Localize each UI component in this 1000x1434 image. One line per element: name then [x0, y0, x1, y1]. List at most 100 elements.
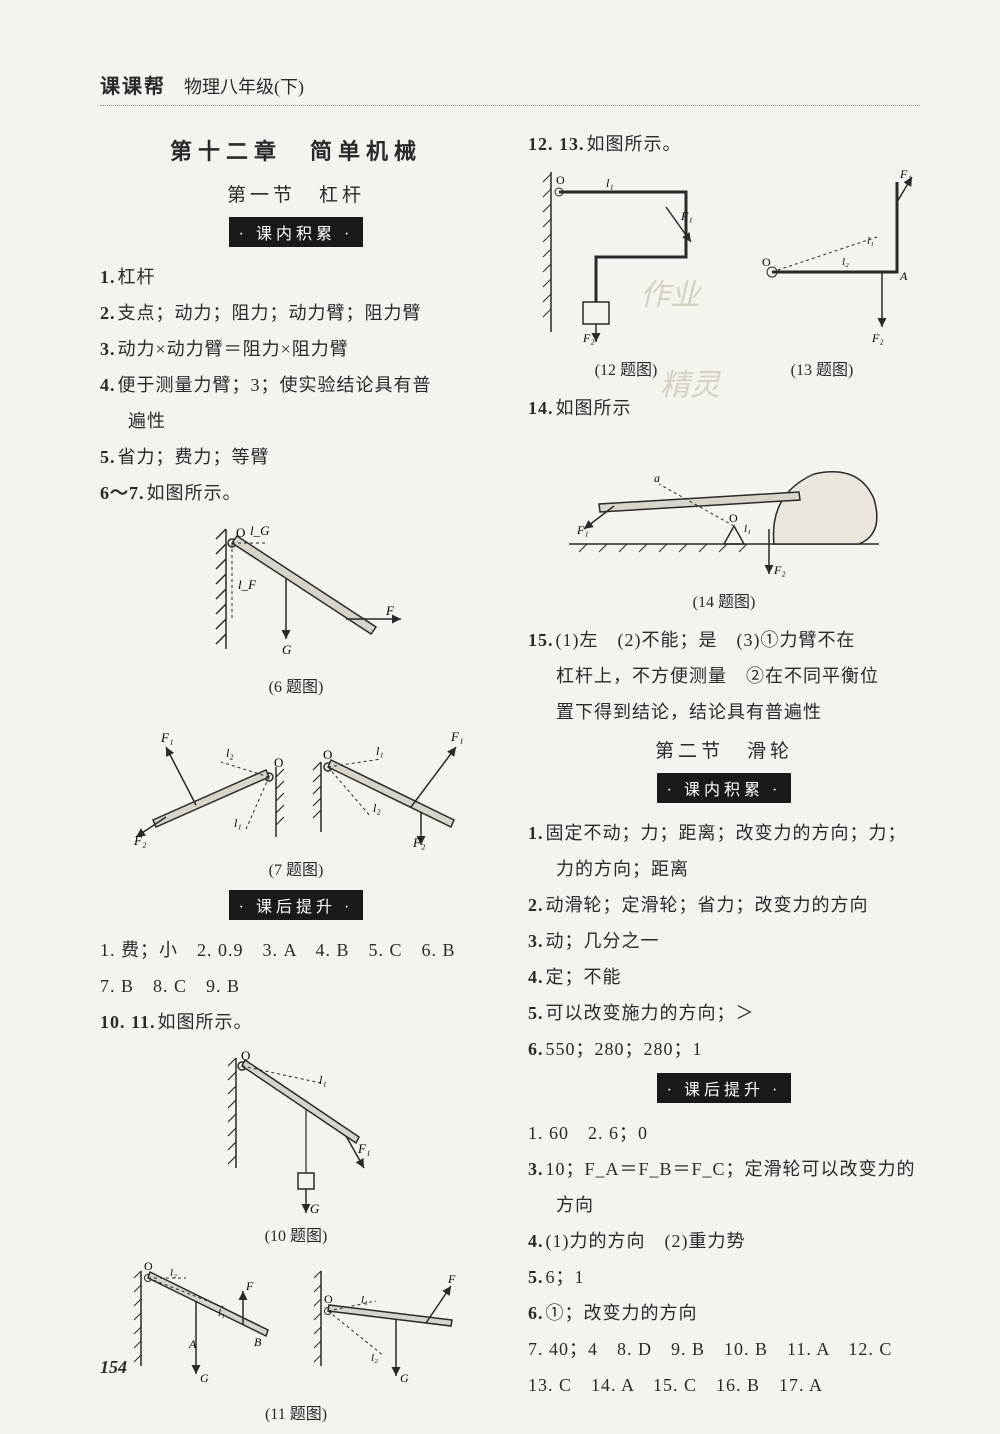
svg-text:O: O	[729, 511, 738, 525]
q6-7: 6～7.如图所示。	[100, 475, 492, 511]
svg-text:l₂: l₂	[170, 1267, 177, 1279]
a-line-8: 13. C 14. A 15. C 16. B 17. A	[528, 1367, 920, 1403]
svg-text:G: G	[400, 1371, 409, 1385]
svg-text:F₂: F₂	[582, 331, 595, 345]
svg-text:l₁: l₁	[867, 235, 874, 247]
answers-line-1: 1. 费；小 2. 0.9 3. A 4. B 5. C 6. B	[100, 932, 492, 968]
svg-text:F₁: F₁	[680, 209, 693, 223]
a4: 4.(1)力的方向 (2)重力势	[528, 1223, 920, 1259]
figure-13-svg: O F₁ F₂ l₂ l₁ A	[722, 162, 917, 352]
page-header: 课课帮 物理八年级(下)	[100, 70, 920, 106]
svg-text:O: O	[274, 755, 283, 770]
svg-text:l₁: l₁	[218, 1307, 225, 1319]
figure-6: O l_G l_F G F	[100, 519, 492, 669]
svg-text:l₂: l₂	[842, 256, 849, 268]
svg-text:G: G	[310, 1201, 320, 1216]
q5: 5.省力；费力；等臂	[100, 439, 492, 475]
a3: 3.10；F_A＝F_B＝F_C；定滑轮可以改变力的	[528, 1151, 920, 1187]
content-columns: 第十二章 简单机械 第一节 杠杆 · 课内积累 · 1.杠杆 2.支点；动力；阻…	[100, 126, 920, 1434]
fig11-caption: (11 题图)	[100, 1400, 492, 1424]
badge-in-class: · 课内积累 ·	[229, 217, 364, 247]
page-number: 154	[100, 1357, 127, 1378]
p2: 2.动滑轮；定滑轮；省力；改变力的方向	[528, 887, 920, 923]
figure-7: F₁ F₂ O l₂ l₁	[100, 707, 492, 852]
chapter-title: 第十二章 简单机械	[100, 134, 492, 166]
left-column: 第十二章 简单机械 第一节 杠杆 · 课内积累 · 1.杠杆 2.支点；动力；阻…	[100, 126, 492, 1434]
svg-text:F₁: F₁	[450, 729, 463, 744]
p6: 6.550；280；280；1	[528, 1031, 920, 1067]
svg-text:l₂: l₂	[226, 746, 234, 760]
svg-text:G: G	[282, 642, 292, 657]
badge-in-class-2: · 课内积累 ·	[657, 773, 792, 803]
a6: 6.①；改变力的方向	[528, 1295, 920, 1331]
svg-text:F₁: F₁	[357, 1141, 370, 1156]
svg-text:l₁: l₁	[234, 816, 242, 830]
svg-text:B: B	[254, 1335, 262, 1349]
svg-text:O: O	[144, 1259, 153, 1273]
svg-text:A: A	[899, 269, 908, 283]
q1: 1.杠杆	[100, 259, 492, 295]
svg-text:l₂: l₂	[371, 1352, 378, 1364]
svg-text:l₁: l₁	[606, 176, 614, 190]
q2: 2.支点；动力；阻力；动力臂；阻力臂	[100, 295, 492, 331]
svg-text:F: F	[447, 1272, 456, 1286]
svg-text:F₁: F₁	[899, 167, 912, 181]
grade-text: 物理八年级(下)	[184, 73, 304, 99]
q14: 14.如图所示	[528, 390, 920, 426]
q15-c: 置下得到结论，结论具有普遍性	[528, 694, 920, 730]
svg-text:O: O	[236, 525, 245, 540]
svg-text:l₁: l₁	[376, 744, 384, 758]
brand-text: 课课帮	[100, 70, 166, 99]
q3: 3.动力×动力臂＝阻力×阻力臂	[100, 331, 492, 367]
p3: 3.动；几分之一	[528, 923, 920, 959]
fig14-caption: (14 题图)	[528, 588, 920, 612]
svg-text:a: a	[654, 471, 660, 485]
fig13-caption: (13 题图)	[734, 356, 910, 380]
svg-text:F₂: F₂	[871, 331, 884, 345]
svg-text:F₂: F₂	[412, 835, 426, 850]
fig12-caption: (12 题图)	[538, 356, 714, 380]
badge-after-class-2: · 课后提升 ·	[657, 1073, 792, 1103]
p1b: 力的方向；距离	[528, 851, 920, 887]
p4: 4.定；不能	[528, 959, 920, 995]
q15-b: 杠杆上，不方便测量 ②在不同平衡位	[528, 658, 920, 694]
figure-14: F₁ F₂ O l₁ a	[528, 434, 920, 584]
svg-text:l_F: l_F	[238, 577, 257, 592]
svg-text:A: A	[188, 1337, 197, 1351]
svg-text:F: F	[385, 603, 395, 618]
a3b: 方向	[528, 1187, 920, 1223]
svg-text:G: G	[200, 1371, 209, 1385]
q15-a: 15.(1)左 (2)不能；是 (3)①力臂不在	[528, 622, 920, 658]
fig10-caption: (10 题图)	[100, 1222, 492, 1246]
svg-text:l₁: l₁	[319, 1073, 327, 1087]
q10-11: 10. 11.如图所示。	[100, 1004, 492, 1040]
p5: 5.可以改变施力的方向；＞	[528, 995, 920, 1031]
q4-cont: 遍性	[100, 403, 492, 439]
q4: 4.便于测量力臂；3；使实验结论具有普	[100, 367, 492, 403]
svg-text:F₁: F₁	[160, 730, 173, 745]
a-line-7: 7. 40；4 8. D 9. B 10. B 11. A 12. C	[528, 1331, 920, 1367]
answers-line-2: 7. B 8. C 9. B	[100, 968, 492, 1004]
figure-12-svg: O l₁ F₁ F₂	[531, 162, 716, 352]
svg-text:O: O	[241, 1048, 250, 1063]
svg-text:F₂: F₂	[133, 833, 147, 848]
figure-11: O l₂ l₁ F A B G	[100, 1256, 492, 1396]
fig12-13-captions: (12 题图) (13 题图)	[528, 352, 920, 390]
fig7-caption: (7 题图)	[100, 856, 492, 880]
svg-text:l_G: l_G	[250, 523, 270, 538]
a5: 5.6；1	[528, 1259, 920, 1295]
q12-13: 12. 13.如图所示。	[528, 126, 920, 162]
svg-text:l₂: l₂	[373, 801, 381, 815]
svg-text:F₂: F₂	[773, 563, 786, 577]
badge-after-class: · 课后提升 ·	[229, 890, 364, 920]
svg-text:l₁: l₁	[361, 1294, 368, 1306]
p1: 1.固定不动；力；距离；改变力的方向；力；	[528, 815, 920, 851]
svg-text:O: O	[324, 1292, 333, 1306]
section-1-title: 第一节 杠杆	[100, 180, 492, 207]
svg-text:l₁: l₁	[744, 523, 751, 535]
right-column: 12. 13.如图所示。 O l₁ F₁ F₂	[528, 126, 920, 1434]
figure-10: O l₁ F₁ G	[100, 1048, 492, 1218]
figure-12-13: O l₁ F₁ F₂ O F₁ F₂ l₂ l₁ A	[528, 162, 920, 352]
svg-text:O: O	[323, 747, 332, 762]
svg-text:O: O	[762, 255, 771, 269]
